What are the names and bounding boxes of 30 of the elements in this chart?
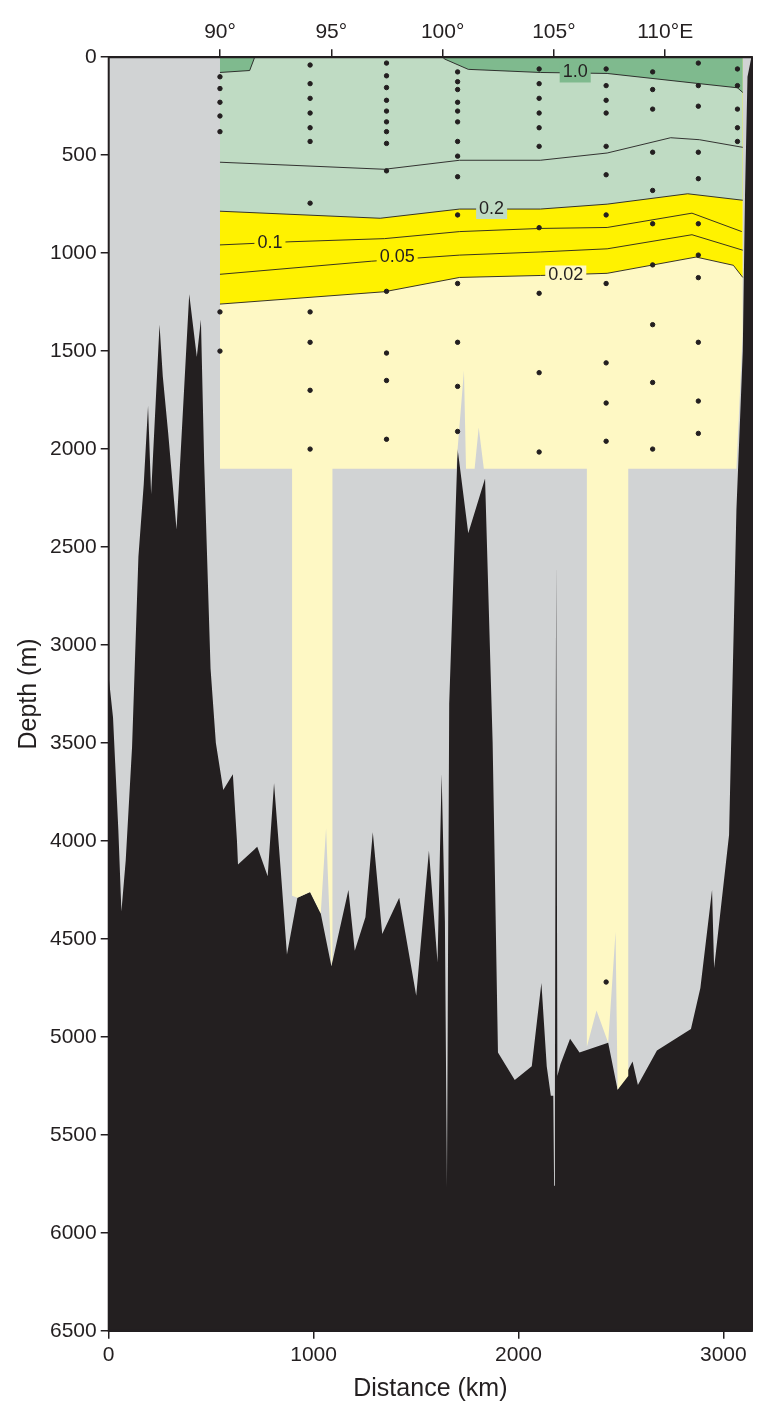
y-tick-label: 5500 — [50, 1121, 97, 1145]
x2-tick-label: 105° — [532, 19, 576, 43]
annotation: 1.0 — [562, 61, 588, 82]
x-tick-label: 0 — [102, 1342, 115, 1366]
x2-tick-label: 100° — [420, 19, 465, 43]
x-tick-label: 3000 — [699, 1342, 747, 1366]
y-axis-title: Depth (m) — [12, 638, 41, 750]
y-tick-label: 4000 — [50, 827, 97, 851]
annotation: 0.1 — [257, 231, 283, 252]
annotation: 0.02 — [548, 264, 584, 285]
y-tick-label: 2500 — [50, 533, 97, 557]
x2-tick-label: 110°E — [637, 19, 694, 43]
annotation: 0.2 — [479, 198, 505, 219]
y-tick-label: 6000 — [50, 1219, 97, 1243]
y-tick-label: 5000 — [50, 1023, 97, 1047]
y-tick-label: 500 — [61, 141, 97, 165]
y-tick-label: 4500 — [50, 925, 97, 949]
y-tick-label: 3000 — [50, 631, 97, 655]
annotation: 0.05 — [379, 246, 415, 267]
y-tick-label: 0 — [85, 44, 97, 67]
x2-tick-label: 90° — [204, 19, 236, 43]
y-tick-label: 3500 — [50, 729, 97, 753]
x-tick-label: 1000 — [290, 1342, 337, 1366]
y-tick-label: 2000 — [50, 435, 97, 459]
y-tick-label: 1500 — [50, 337, 97, 361]
y-tick-label: 6500 — [50, 1317, 97, 1341]
x2-tick-label: 95° — [315, 19, 348, 43]
x-tick-label: 2000 — [495, 1342, 542, 1366]
x-axis-title: Distance (km) — [353, 1372, 508, 1401]
y-tick-label: 1000 — [50, 239, 97, 263]
